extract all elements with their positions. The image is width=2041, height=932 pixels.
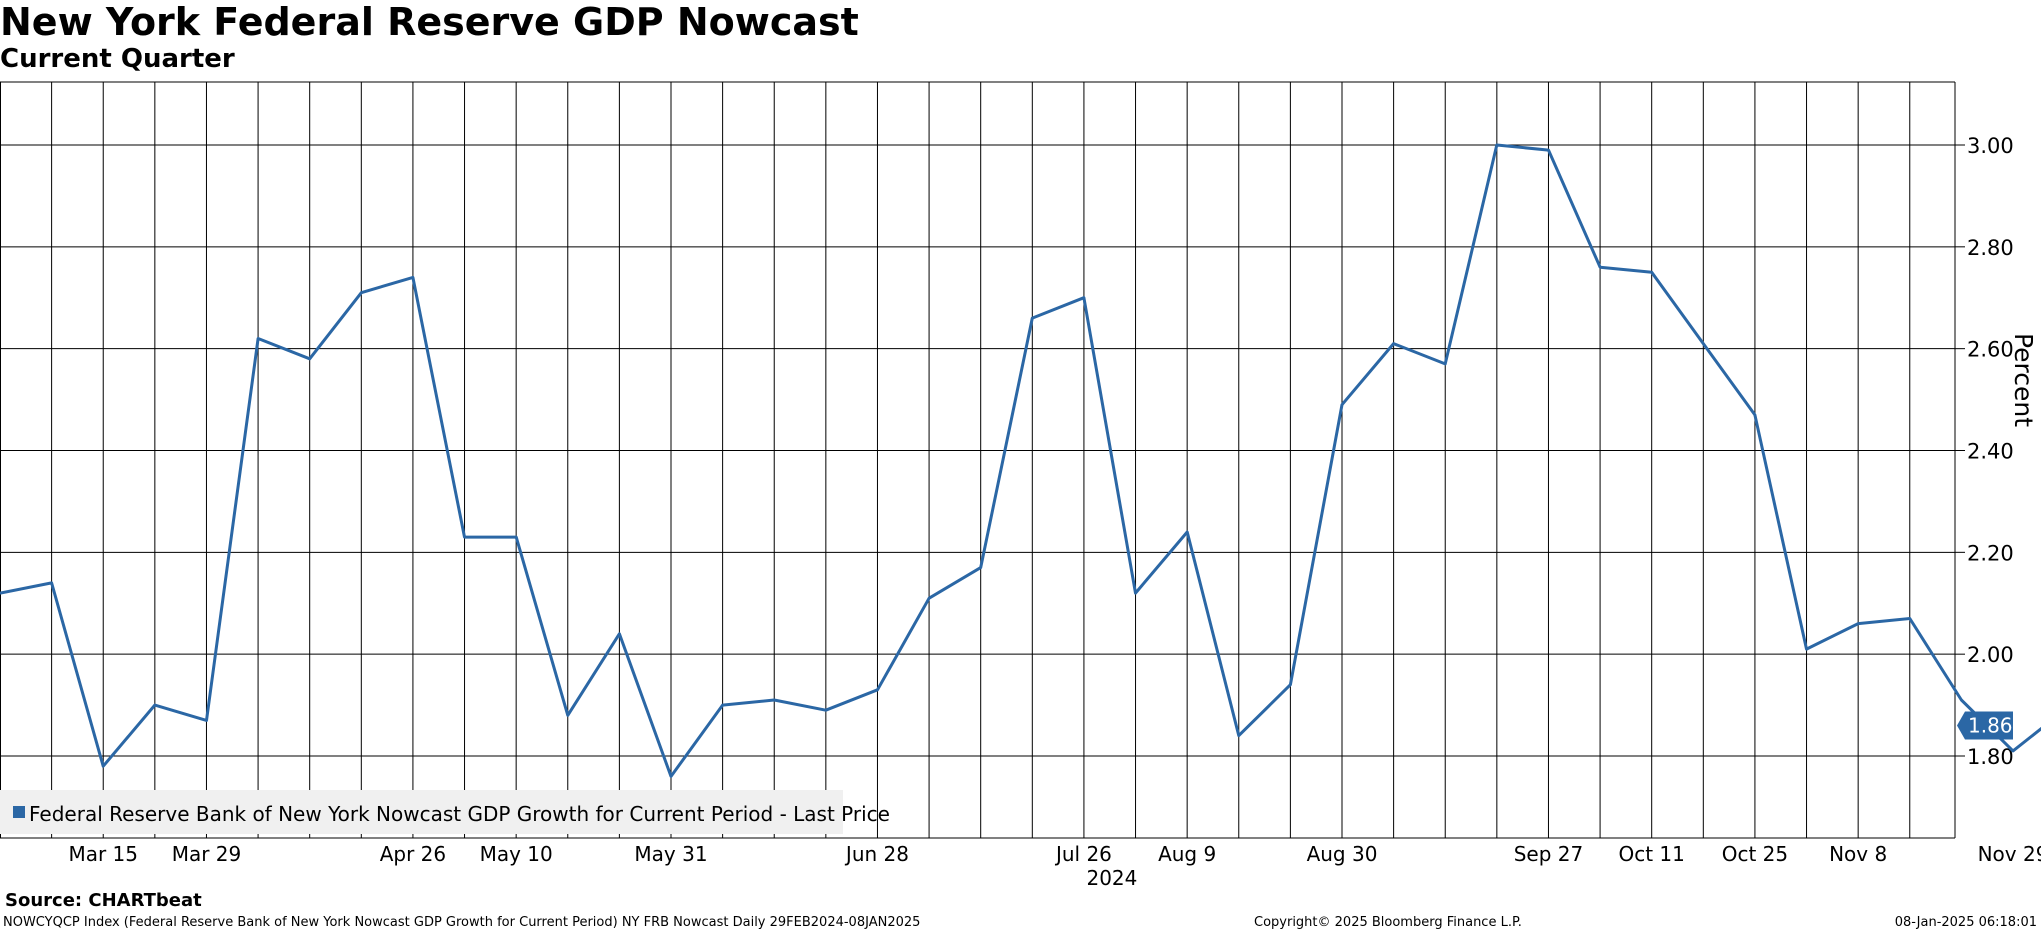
x-tick-label: Sep 27 [1514, 842, 1584, 866]
x-tick-label: Oct 11 [1618, 842, 1684, 866]
x-tick-label: May 10 [480, 842, 553, 866]
x-tick-label: May 31 [634, 842, 707, 866]
vertical-gridlines [51, 82, 1911, 838]
x-tick-label: Jul 26 [1054, 842, 1112, 866]
x-tick-label: Aug 30 [1307, 842, 1378, 866]
y-axis-title: Percent [2009, 333, 2038, 427]
x-tick-label: Mar 29 [172, 842, 242, 866]
x-axis-year-label: 2024 [1086, 866, 1137, 890]
legend-entry: Federal Reserve Bank of New York Nowcast… [29, 802, 890, 826]
last-value-tag-background [1957, 711, 2013, 740]
y-tick-label: 1.80 [1967, 745, 2014, 769]
x-tick-label: Nov 8 [1829, 842, 1887, 866]
x-tick-label: Apr 26 [380, 842, 446, 866]
source-note: Source: CHARTbeat [5, 890, 202, 911]
y-tick-label: 2.00 [1967, 643, 2014, 667]
series-line [0, 143, 2041, 778]
x-tick-label: Aug 9 [1158, 842, 1216, 866]
chart-subtitle: Current Quarter [0, 44, 235, 74]
timestamp: 08-Jan-2025 06:18:01 [1894, 915, 2037, 930]
y-axis-ticks: 1.80 2.00 2.20 2.40 2.60 2.80 3.00 [1955, 134, 2014, 769]
x-tick-label: Nov 29 [1978, 842, 2041, 866]
last-value-tag: 1.86 [1957, 711, 2013, 740]
copyright-note: Copyright© 2025 Bloomberg Finance L.P. [1254, 915, 1522, 930]
y-tick-label: 2.80 [1967, 236, 2014, 260]
y-tick-label: 2.40 [1967, 440, 2014, 464]
legend-background [0, 790, 843, 834]
x-axis-ticks: Mar 15 Mar 29 Apr 26 May 10 May 31 Jun 28 Jul … [68, 842, 2041, 866]
horizontal-gridlines [0, 144, 1955, 757]
last-value-label: 1.86 [1968, 713, 2013, 737]
legend: Federal Reserve Bank of New York Nowcast… [0, 790, 890, 834]
x-tick-label: Mar 15 [68, 842, 138, 866]
legend-swatch [13, 806, 25, 818]
y-tick-label: 2.60 [1967, 338, 2014, 362]
line-chart: 1.80 2.00 2.20 2.40 2.60 2.80 3.00 Mar 15 Mar 2… [0, 81, 2041, 890]
y-tick-label: 2.20 [1967, 541, 2014, 565]
x-tick-label: Oct 25 [1722, 842, 1788, 866]
chart-title: New York Federal Reserve GDP Nowcast [0, 0, 859, 44]
ticker-info: NOWCYQCP Index (Federal Reserve Bank of … [3, 915, 921, 930]
y-tick-label: 3.00 [1967, 134, 2014, 158]
x-tick-label: Jun 28 [844, 842, 909, 866]
